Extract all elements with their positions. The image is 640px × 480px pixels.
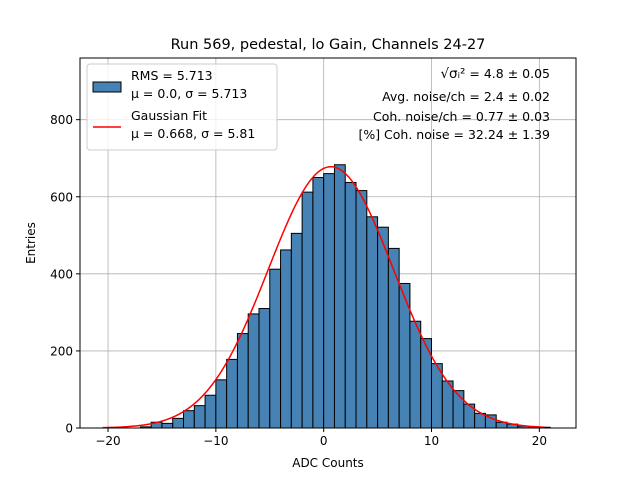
annotation-sigma-symbol: √σᵢ² (440, 66, 465, 82)
histogram-bar (333, 164, 346, 429)
gaussian-fit-curve (102, 165, 545, 429)
y-tick-label: 800 (50, 113, 73, 127)
histogram-bar (301, 191, 314, 429)
y-axis-label: Entries (24, 222, 38, 264)
histogram-bar (409, 320, 422, 429)
y-tick-label: 200 (50, 344, 73, 358)
legend: RMS = 5.713 μ = 0.0, σ = 5.713 Gaussian … (86, 63, 278, 151)
annotation-coh-noise-percent: [%] Coh. noise = 32.24 ± 1.39 (358, 127, 550, 142)
y-tick-label: 0 (65, 422, 73, 436)
histogram-bar (269, 268, 282, 429)
histogram-bar (258, 308, 271, 429)
histogram-bar (204, 394, 217, 429)
histogram-bar (247, 313, 260, 429)
histogram-bar (344, 181, 357, 429)
chart-title: Run 569, pedestal, lo Gain, Channels 24-… (171, 37, 486, 53)
histogram-bar (290, 232, 303, 429)
histogram-bar (431, 363, 443, 429)
legend-fit-stats: μ = 0.668, σ = 5.81 (131, 126, 255, 141)
histogram-bar (355, 190, 368, 429)
histogram-bar (215, 379, 228, 429)
plot-frame (79, 57, 577, 429)
legend-histogram-swatch (92, 81, 122, 93)
x-axis-label: ADC Counts (292, 456, 364, 470)
y-tick-label: 600 (50, 190, 73, 204)
histogram-bar (323, 173, 335, 429)
x-tick-label: −20 (95, 434, 120, 448)
legend-histogram-stats: μ = 0.0, σ = 5.713 (131, 86, 247, 101)
histogram-bar (366, 216, 379, 429)
legend-fit-label: Gaussian Fit (131, 108, 207, 123)
histogram-bar (387, 247, 400, 429)
histogram-bar (226, 358, 238, 429)
x-tick-label: 10 (424, 434, 439, 448)
annotation-sigma: √σᵢ² = 4.8 ± 0.05 (440, 66, 550, 82)
histogram-bar (183, 410, 195, 429)
legend-histogram-label: RMS = 5.713 (131, 68, 213, 83)
annotation-sigma-value: = 4.8 ± 0.05 (465, 66, 550, 81)
histogram-bar (193, 405, 206, 429)
x-tick-label: −10 (203, 434, 228, 448)
annotation-coh-noise: Coh. noise/ch = 0.77 ± 0.03 (373, 109, 550, 124)
legend-box (86, 63, 278, 151)
noise-annotations: √σᵢ² = 4.8 ± 0.05 Avg. noise/ch = 2.4 ± … (358, 66, 550, 142)
histogram-bar (280, 249, 292, 429)
histogram-bar (377, 226, 389, 429)
histogram-bar (312, 176, 325, 429)
histogram-bar (172, 417, 185, 429)
histogram-bar (236, 333, 249, 429)
x-tick-label: 20 (532, 434, 547, 448)
x-tick-label: 0 (320, 434, 328, 448)
annotation-avg-noise: Avg. noise/ch = 2.4 ± 0.02 (382, 89, 550, 104)
y-tick-label: 400 (50, 267, 73, 281)
histogram-bar (161, 422, 174, 429)
